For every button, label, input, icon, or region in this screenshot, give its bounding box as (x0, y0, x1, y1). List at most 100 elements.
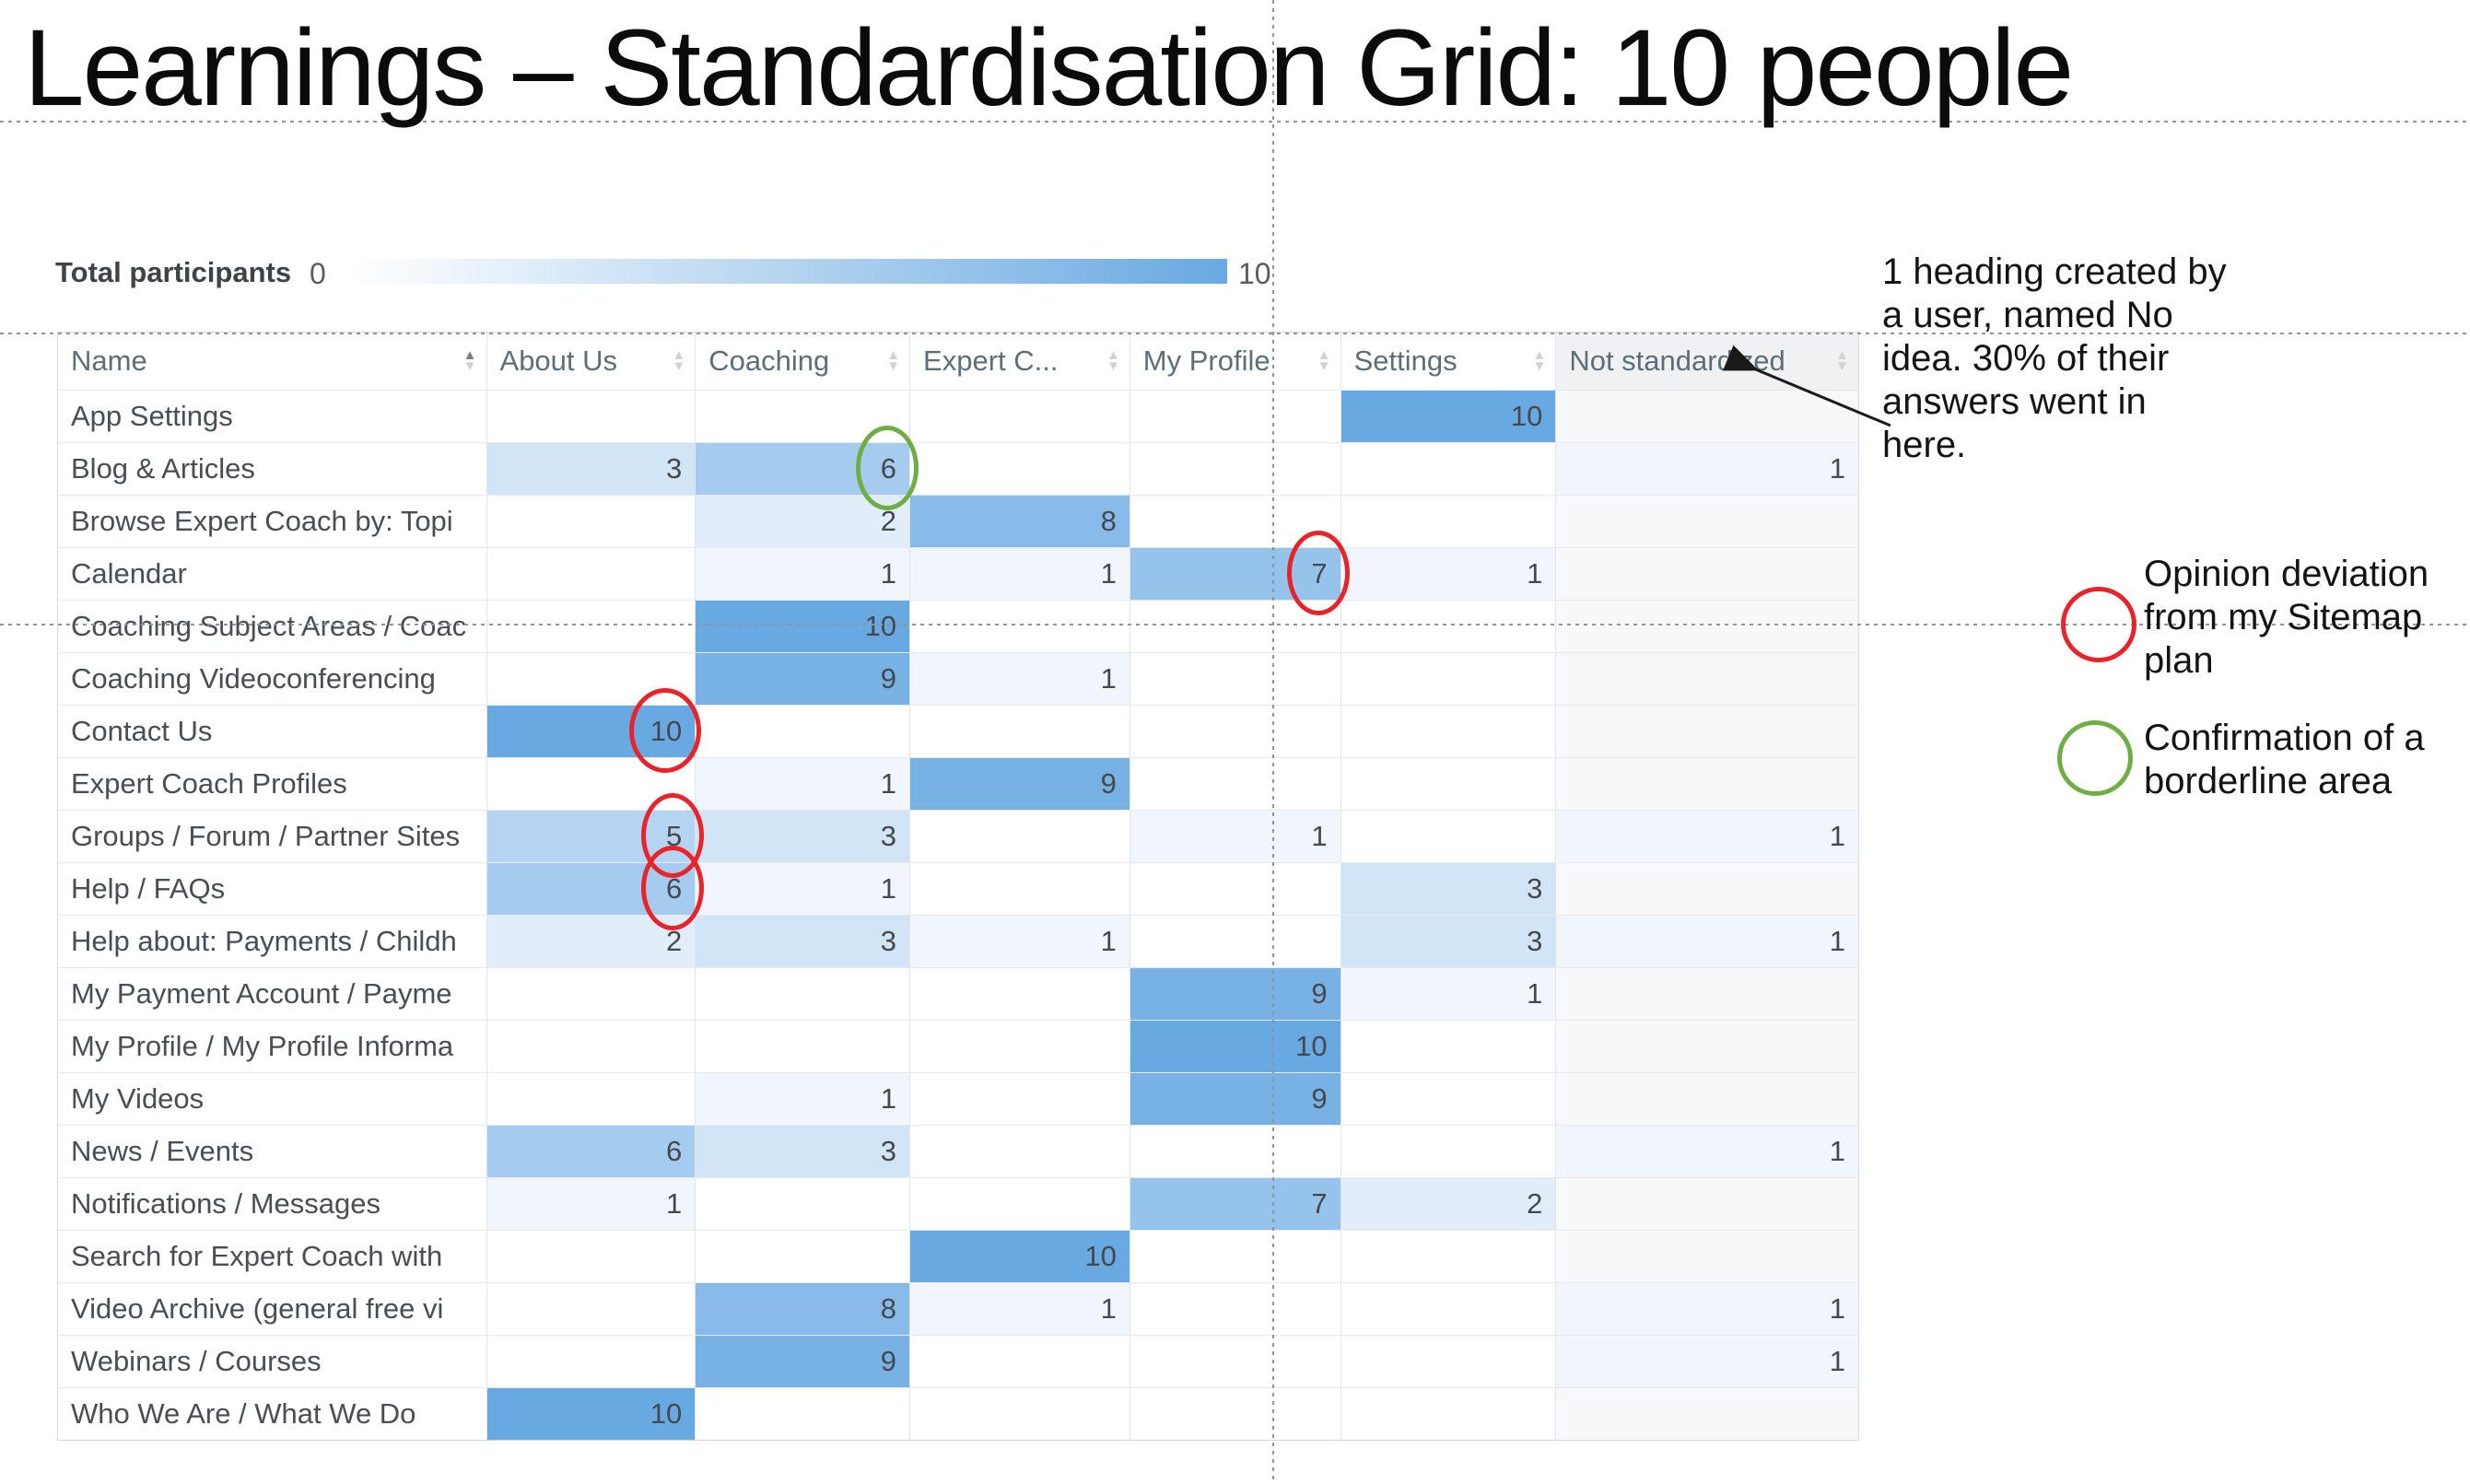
guide-line-horizontal (0, 624, 2470, 625)
grid-cell: 9 (1129, 968, 1340, 1020)
grid-cell (486, 968, 696, 1020)
guide-line-horizontal (0, 121, 2470, 123)
guide-line-horizontal (0, 333, 2470, 334)
grid-cell (695, 1021, 909, 1072)
table-row: Webinars / Courses 9 1 (58, 1335, 1858, 1387)
grid-cell (1340, 1073, 1556, 1125)
row-label: Search for Expert Coach with (71, 1240, 443, 1272)
grid-cell: 3 (486, 443, 696, 495)
grid-cell (1340, 1336, 1556, 1387)
grid-cell: 8 (695, 1283, 910, 1335)
table-row: Help / FAQs 6 1 3 (58, 862, 1858, 915)
grid-cell (1129, 706, 1340, 757)
green-highlight-circle-icon (856, 425, 919, 510)
grid-cell: 2 (1340, 1178, 1556, 1230)
grid-cell (1555, 1388, 1858, 1440)
table-row: My Profile / My Profile Informa 10 (58, 1020, 1858, 1072)
table-row: Video Archive (general free vi 8 1 1 (58, 1282, 1858, 1335)
red-highlight-circle-icon (1287, 530, 1350, 615)
grid-cell (909, 1336, 1130, 1387)
column-header-expert-c[interactable]: Expert C... ▲ ▼ (909, 333, 1130, 390)
sort-icon[interactable]: ▲ ▼ (1317, 347, 1331, 374)
standardisation-grid: Name ▲ ▼ About Us ▲ ▼ Coaching ▲ ▼ Expert C... ▲ ▼ M… (57, 332, 1859, 1441)
grid-cell (1555, 496, 1858, 547)
legend-green-circle-icon (2057, 720, 2133, 796)
grid-cell: 1 (1340, 968, 1556, 1020)
sort-icon[interactable]: ▲ ▼ (1106, 347, 1120, 374)
table-row: App Settings 10 (58, 390, 1858, 442)
grid-cell (695, 1388, 909, 1440)
row-label: Webinars / Courses (71, 1345, 322, 1377)
table-row: Search for Expert Coach with 10 (58, 1230, 1858, 1282)
table-row: Blog & Articles 3 6 1 (58, 442, 1858, 495)
column-header-about-us[interactable]: About Us ▲ ▼ (486, 333, 696, 390)
grid-cell: 1 (1555, 811, 1858, 862)
grid-cell (1340, 653, 1556, 705)
grid-cell (1555, 1231, 1858, 1282)
grid-cell: 1 (695, 1073, 910, 1125)
grid-cell: 3 (695, 811, 910, 862)
guide-line-vertical (1272, 0, 1274, 1484)
grid-cell (486, 391, 696, 442)
grid-cell (909, 863, 1130, 915)
grid-cell (1129, 1283, 1340, 1335)
table-row: Coaching Videoconferencing 9 1 (58, 652, 1858, 705)
column-header-my-profile[interactable]: My Profile ▲ ▼ (1129, 333, 1340, 390)
grid-cell (1555, 391, 1858, 442)
grid-cell (1555, 1178, 1858, 1230)
row-label: My Profile / My Profile Informa (71, 1030, 454, 1062)
grid-cell (909, 1073, 1130, 1125)
row-label: Who We Are / What We Do (71, 1397, 416, 1430)
grid-cell (909, 968, 1130, 1020)
grid-cell: 9 (909, 758, 1130, 810)
grid-cell (1340, 1021, 1556, 1072)
grid-cell: 3 (695, 1126, 910, 1177)
row-label: Calendar (71, 557, 187, 590)
column-header-not-standardized[interactable]: Not standardized ▲ ▼ (1555, 333, 1858, 390)
sort-icon[interactable]: ▲ ▼ (1532, 347, 1547, 374)
column-header-coaching[interactable]: Coaching ▲ ▼ (695, 333, 910, 390)
sort-icon[interactable]: ▲ ▼ (672, 347, 686, 374)
row-label: Help about: Payments / Childh (71, 925, 457, 957)
row-label: Help / FAQs (71, 872, 226, 905)
grid-cell: 9 (695, 653, 910, 705)
grid-cell (909, 1126, 1130, 1177)
column-header-settings[interactable]: Settings ▲ ▼ (1340, 333, 1556, 390)
grid-cell: 1 (1340, 548, 1556, 600)
grid-cell: 8 (909, 496, 1130, 547)
row-label: Expert Coach Profiles (71, 767, 347, 800)
grid-cell (1340, 443, 1556, 495)
grid-cell: 1 (1555, 1336, 1858, 1387)
table-row: My Videos 1 9 (58, 1072, 1858, 1125)
page-title: Learnings – Standardisation Grid: 10 peo… (24, 7, 2074, 129)
grid-cell (1129, 496, 1340, 547)
grid-cell (909, 443, 1130, 495)
grid-cell (1129, 443, 1340, 495)
grid-cell (486, 548, 696, 600)
grid-cell (909, 391, 1130, 442)
sort-icon[interactable]: ▲ ▼ (1835, 347, 1849, 374)
grid-cell: 10 (486, 1388, 696, 1440)
column-header-label: My Profile (1142, 345, 1270, 377)
grid-cell (486, 1021, 696, 1072)
column-header-name[interactable]: Name ▲ ▼ (58, 333, 486, 390)
grid-cell (695, 391, 909, 442)
grid-cell (1555, 706, 1858, 757)
grid-cell: 9 (695, 1336, 910, 1387)
grid-cell (909, 1178, 1130, 1230)
legend-green-label: Confirmation of a borderline area (2144, 718, 2425, 801)
grid-cell (1129, 863, 1340, 915)
row-label: App Settings (71, 400, 233, 432)
grid-cell: 3 (1340, 863, 1556, 915)
sort-icon[interactable]: ▲ ▼ (462, 347, 477, 374)
grid-cell (1340, 1231, 1556, 1282)
scale-gradient-bar (348, 259, 1227, 284)
column-header-label: Settings (1353, 345, 1457, 377)
legend-red-label: Opinion deviation from my Sitemap plan (2144, 554, 2429, 681)
row-label: Browse Expert Coach by: Topi (71, 505, 453, 537)
table-row: Browse Expert Coach by: Topi 2 8 (58, 495, 1858, 547)
row-label: Notifications / Messages (71, 1187, 380, 1220)
row-label: Coaching Subject Areas / Coac (71, 610, 467, 642)
sort-icon[interactable]: ▲ ▼ (886, 347, 901, 374)
